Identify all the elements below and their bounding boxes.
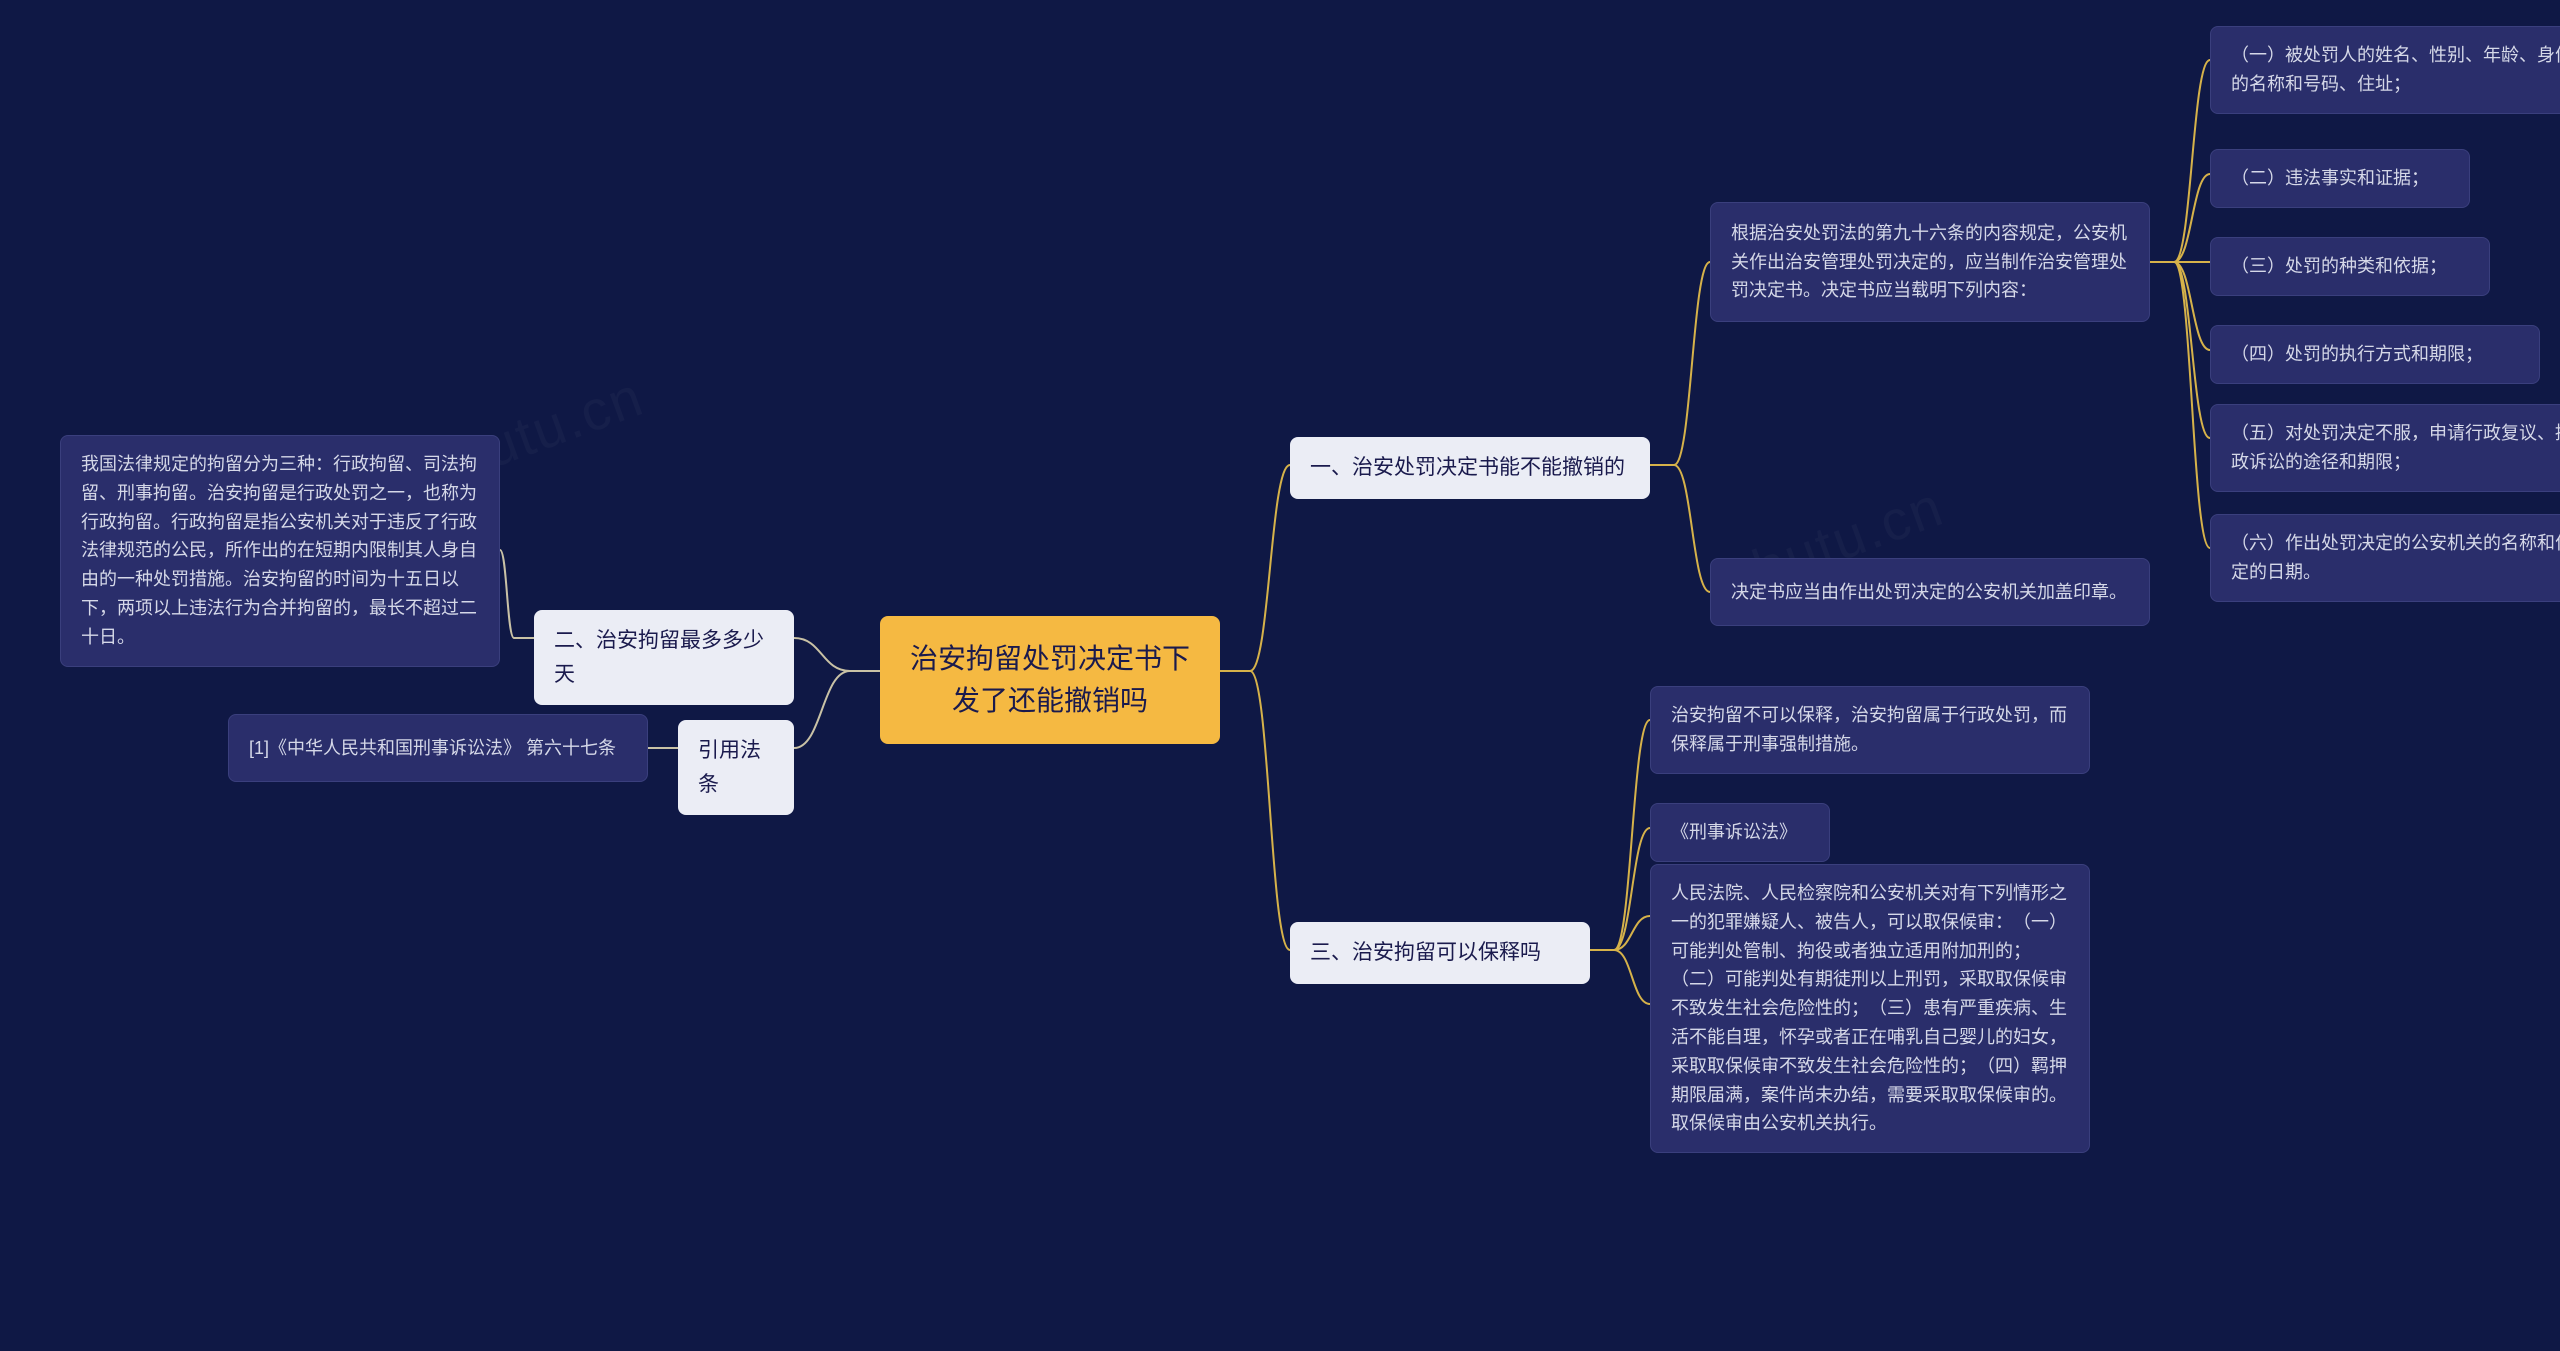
mindmap-root: 治安拘留处罚决定书下发了还能撤销吗 <box>880 616 1220 744</box>
leaf-node: （五）对处罚决定不服，申请行政复议、提起行政诉讼的途径和期限； <box>2210 404 2560 492</box>
leaf-node: 治安拘留不可以保释，治安拘留属于行政处罚，而保释属于刑事强制措施。 <box>1650 686 2090 774</box>
leaf-node: （二）违法事实和证据； <box>2210 149 2470 208</box>
branch-section-1: 一、治安处罚决定书能不能撤销的 <box>1290 437 1650 499</box>
branch-references: 引用法条 <box>678 720 794 815</box>
leaf-node: 我国法律规定的拘留分为三种：行政拘留、司法拘留、刑事拘留。治安拘留是行政处罚之一… <box>60 435 500 667</box>
leaf-node: （四）处罚的执行方式和期限； <box>2210 325 2540 384</box>
branch-section-2: 二、治安拘留最多多少天 <box>534 610 794 705</box>
leaf-node: （一）被处罚人的姓名、性别、年龄、身份证件的名称和号码、住址； <box>2210 26 2560 114</box>
leaf-node: 根据治安处罚法的第九十六条的内容规定，公安机关作出治安管理处罚决定的，应当制作治… <box>1710 202 2150 322</box>
leaf-node: 《刑事诉讼法》 <box>1650 803 1830 862</box>
branch-section-3: 三、治安拘留可以保释吗 <box>1290 922 1590 984</box>
leaf-node: 人民法院、人民检察院和公安机关对有下列情形之一的犯罪嫌疑人、被告人，可以取保候审… <box>1650 864 2090 1153</box>
connectors-layer <box>0 0 2560 1351</box>
leaf-node: [1]《中华人民共和国刑事诉讼法》 第六十七条 <box>228 714 648 782</box>
leaf-node: 决定书应当由作出处罚决定的公安机关加盖印章。 <box>1710 558 2150 626</box>
leaf-node: （六）作出处罚决定的公安机关的名称和作出决定的日期。 <box>2210 514 2560 602</box>
leaf-node: （三）处罚的种类和依据； <box>2210 237 2490 296</box>
